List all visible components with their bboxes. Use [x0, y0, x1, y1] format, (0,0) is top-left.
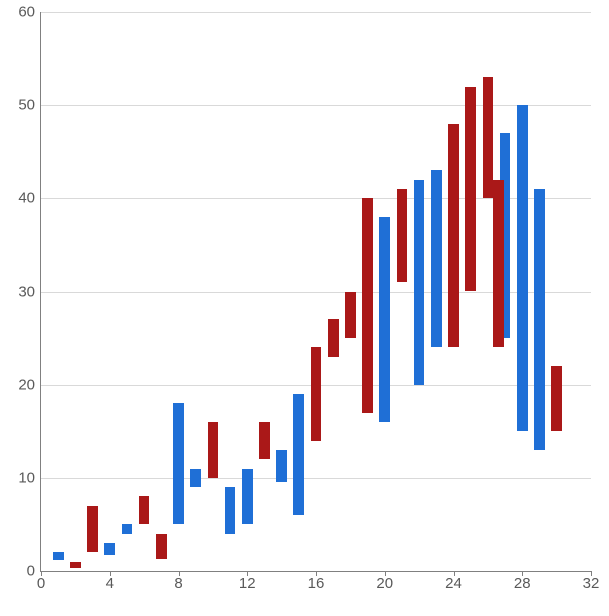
floating-bar-chart: 0102030405060048121620242832	[0, 0, 609, 616]
bar-series-b	[87, 506, 98, 553]
bar-series-a	[190, 469, 201, 488]
y-tick-label: 50	[18, 97, 41, 114]
bar-series-a	[104, 543, 115, 555]
bar-series-a	[242, 469, 253, 525]
bar-series-b	[345, 292, 356, 339]
y-tick-label: 10	[18, 469, 41, 486]
bar-series-b	[493, 180, 504, 348]
bar-series-b	[328, 319, 339, 356]
bar-series-a	[53, 552, 64, 559]
bar-series-a	[225, 487, 236, 534]
bar-series-b	[259, 422, 270, 459]
bar-series-a	[414, 180, 425, 385]
plot-area: 0102030405060048121620242832	[40, 12, 591, 572]
x-tick-label: 16	[308, 571, 325, 592]
bar-series-a	[276, 450, 287, 483]
gridline	[41, 478, 591, 479]
bar-series-b	[156, 534, 167, 559]
bar-series-b	[139, 496, 150, 524]
gridline	[41, 105, 591, 106]
bar-series-b	[551, 366, 562, 431]
y-tick-label: 40	[18, 190, 41, 207]
bar-series-b	[362, 198, 373, 412]
bar-series-a	[534, 189, 545, 450]
bar-series-a	[173, 403, 184, 524]
bar-series-b	[483, 77, 494, 198]
bar-series-b	[208, 422, 219, 478]
bar-series-a	[517, 105, 528, 431]
bar-series-a	[379, 217, 390, 422]
bar-series-b	[448, 124, 459, 348]
bar-series-b	[70, 562, 81, 569]
x-tick-label: 32	[583, 571, 600, 592]
x-tick-label: 12	[239, 571, 256, 592]
x-tick-label: 0	[37, 571, 45, 592]
bar-series-b	[397, 189, 408, 282]
bar-series-a	[293, 394, 304, 515]
bar-series-b	[311, 347, 322, 440]
x-tick-label: 4	[106, 571, 114, 592]
x-tick-label: 24	[445, 571, 462, 592]
y-tick-label: 20	[18, 376, 41, 393]
bar-series-b	[465, 87, 476, 292]
x-tick-label: 28	[514, 571, 531, 592]
y-tick-label: 30	[18, 283, 41, 300]
bar-series-a	[431, 170, 442, 347]
y-tick-label: 60	[18, 4, 41, 21]
x-tick-label: 20	[376, 571, 393, 592]
gridline	[41, 12, 591, 13]
x-tick-label: 8	[174, 571, 182, 592]
bar-series-a	[122, 524, 133, 533]
